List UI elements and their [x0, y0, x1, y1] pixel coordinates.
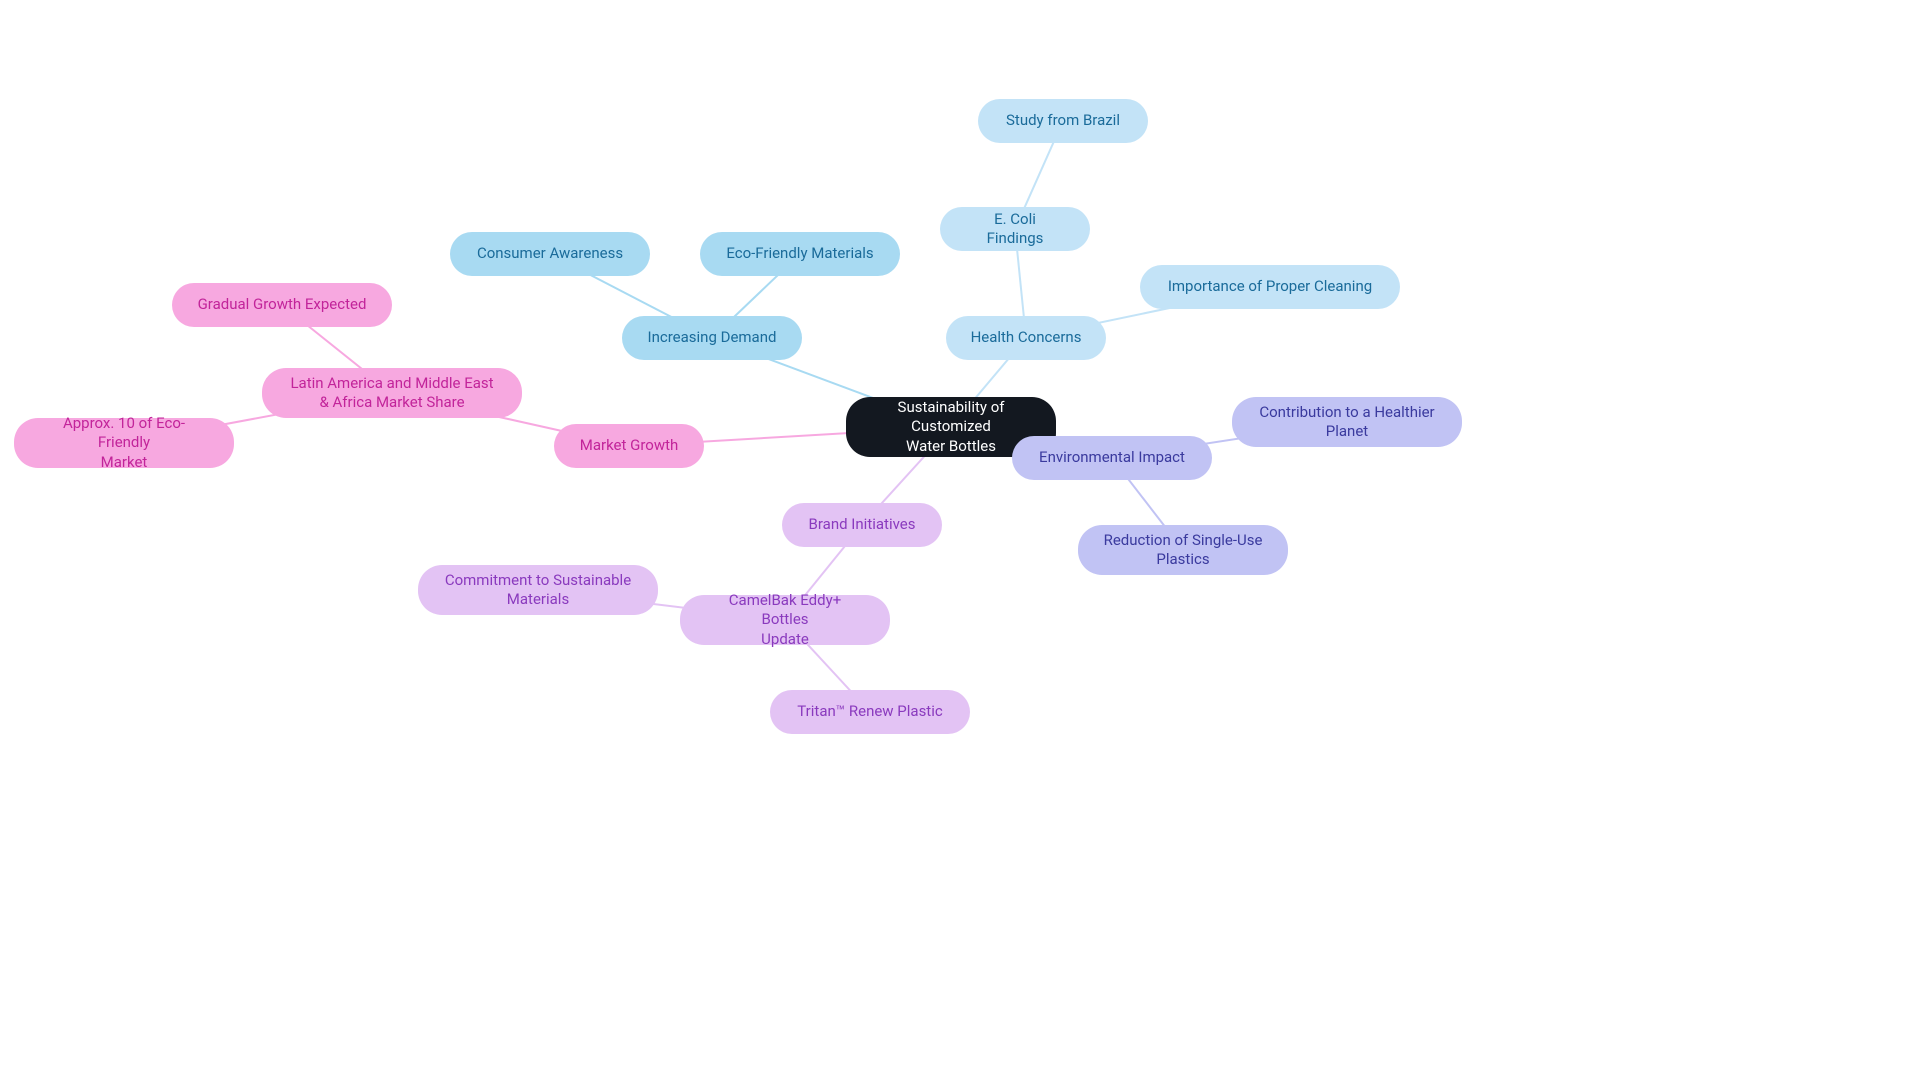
node-ecoli: E. Coli Findings [940, 207, 1090, 251]
node-increasing-demand: Increasing Demand [622, 316, 802, 360]
node-eco-friendly: Eco-Friendly Materials [700, 232, 900, 276]
node-approx10: Approx. 10 of Eco-Friendly Market [14, 418, 234, 468]
node-health-concerns: Health Concerns [946, 316, 1106, 360]
node-cleaning: Importance of Proper Cleaning [1140, 265, 1400, 309]
node-latam: Latin America and Middle East & Africa M… [262, 368, 522, 418]
node-brazil: Study from Brazil [978, 99, 1148, 143]
node-tritan: Tritan™ Renew Plastic [770, 690, 970, 734]
edge-layer [0, 0, 1920, 1083]
node-consumer-awareness: Consumer Awareness [450, 232, 650, 276]
node-brand-init: Brand Initiatives [782, 503, 942, 547]
node-env-impact: Environmental Impact [1012, 436, 1212, 480]
node-sustainable-commit: Commitment to Sustainable Materials [418, 565, 658, 615]
node-market-growth: Market Growth [554, 424, 704, 468]
node-single-use: Reduction of Single-Use Plastics [1078, 525, 1288, 575]
node-healthier-planet: Contribution to a Healthier Planet [1232, 397, 1462, 447]
node-gradual: Gradual Growth Expected [172, 283, 392, 327]
node-camelbak: CamelBak Eddy+ Bottles Update [680, 595, 890, 645]
